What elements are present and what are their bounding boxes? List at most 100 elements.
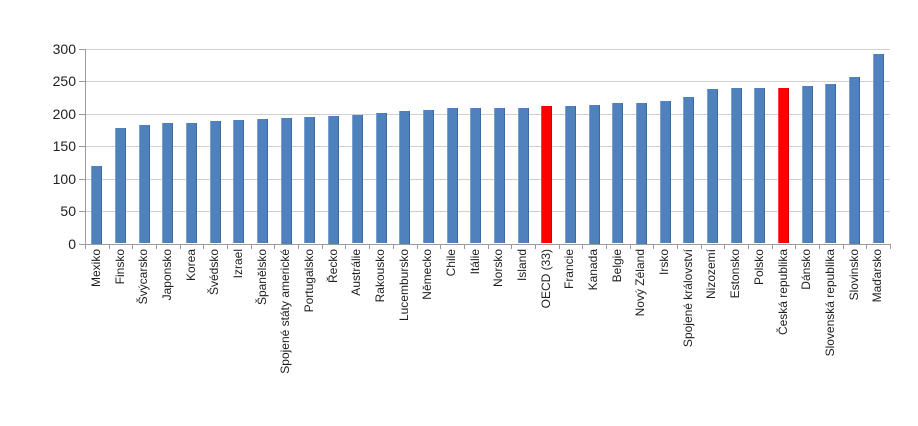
bar <box>801 85 813 244</box>
bar <box>659 100 671 244</box>
x-axis-label: Belgie <box>609 249 624 283</box>
x-axis-label: Korea <box>183 249 198 282</box>
bar <box>375 112 387 244</box>
x-axis-tick <box>866 243 868 249</box>
x-axis-tick <box>534 243 536 249</box>
x-axis-label: Švédsko <box>207 249 222 296</box>
bar <box>517 107 529 244</box>
x-axis-label: Španělsko <box>254 249 269 306</box>
bar <box>91 165 103 244</box>
bar <box>564 105 576 244</box>
bar <box>115 127 126 244</box>
y-axis-tick-label: 100 <box>52 170 76 187</box>
x-axis-label: Izrael <box>230 249 245 279</box>
x-axis-tick <box>700 243 702 249</box>
gridline <box>85 211 890 212</box>
gridline <box>85 81 890 83</box>
x-axis-tick <box>345 243 347 249</box>
x-axis-tick <box>795 243 797 249</box>
x-axis-tick <box>676 243 678 249</box>
y-axis-tick-label: 200 <box>52 105 76 122</box>
bar <box>209 120 221 244</box>
bar <box>778 87 789 244</box>
y-axis-tick <box>79 178 85 180</box>
x-axis-tick <box>416 243 418 249</box>
y-axis-tick-label: 250 <box>52 73 76 90</box>
bar <box>446 108 458 244</box>
x-axis-tick <box>298 243 300 249</box>
x-axis-label: Dánsko <box>799 249 814 290</box>
x-axis-label: Slovinsko <box>846 249 861 301</box>
x-axis-tick <box>771 243 773 249</box>
bar <box>304 116 316 244</box>
x-axis-label: Chile <box>444 249 458 277</box>
x-axis-tick <box>629 243 631 249</box>
x-axis-tick <box>132 243 134 249</box>
gridline <box>85 113 890 115</box>
x-axis-tick <box>487 243 489 249</box>
x-axis-label: Rakousko <box>373 249 387 303</box>
bar <box>328 115 340 244</box>
y-axis-tick <box>79 113 85 115</box>
y-axis-tick <box>79 48 85 50</box>
x-axis-tick <box>747 243 749 249</box>
bar <box>683 96 695 244</box>
x-axis-label: Německo <box>420 249 435 300</box>
x-axis-tick <box>842 243 844 249</box>
x-axis-tick <box>321 243 323 249</box>
x-axis-tick <box>653 243 655 249</box>
x-axis-label: Island <box>515 249 529 282</box>
x-axis-tick <box>724 243 726 249</box>
bar <box>162 123 174 244</box>
x-axis-label: Irsko <box>657 249 672 276</box>
bar <box>541 106 553 244</box>
bar <box>493 108 505 244</box>
x-axis-label: OECD (33) <box>538 249 553 309</box>
gridline <box>85 146 890 148</box>
x-axis-tick <box>392 243 394 249</box>
bar <box>422 110 434 244</box>
x-axis-label: Lucembursko <box>396 249 411 322</box>
bar <box>257 118 269 244</box>
x-axis-label: Finsko <box>112 249 127 285</box>
x-axis-tick <box>511 243 513 249</box>
x-axis-tick <box>369 243 371 249</box>
bar <box>706 88 718 244</box>
gridline <box>85 178 890 180</box>
x-axis-label: Nizozemí <box>704 249 719 300</box>
x-axis-label: Francie <box>562 249 577 290</box>
x-axis-label: Polsko <box>751 249 766 286</box>
y-axis-tick-label: 150 <box>52 138 76 155</box>
x-axis-tick <box>274 243 276 249</box>
x-axis-label: Norsko <box>491 249 506 288</box>
y-axis-tick <box>79 81 85 83</box>
x-axis-tick <box>819 243 820 249</box>
x-axis-label: Austrálie <box>349 249 364 296</box>
x-axis-label: Česká republika <box>775 249 790 336</box>
x-axis-label: Spojené království <box>680 249 695 348</box>
x-axis-tick <box>108 243 110 249</box>
y-axis-tick-label: 50 <box>60 203 76 219</box>
bar <box>754 88 766 244</box>
gridline <box>85 48 890 50</box>
x-axis-label: Mexiko <box>88 249 103 288</box>
x-axis-tick <box>203 243 205 249</box>
x-axis-label: Slovenská republika <box>822 249 837 357</box>
x-axis-tick <box>605 243 607 249</box>
bar <box>730 88 742 244</box>
x-axis-tick <box>890 243 891 249</box>
y-axis-tick-label: 300 <box>52 40 76 57</box>
bar <box>399 111 411 244</box>
bar <box>849 76 860 244</box>
bar <box>280 117 292 244</box>
y-axis-tick-label: 0 <box>68 235 76 252</box>
bar <box>351 114 363 244</box>
x-axis-label: Švýcarsko <box>136 249 151 305</box>
x-axis-label: Itálie <box>467 249 482 275</box>
bar <box>872 54 884 244</box>
bar <box>825 83 837 244</box>
x-axis-tick <box>463 243 465 249</box>
x-axis-tick <box>179 243 181 249</box>
